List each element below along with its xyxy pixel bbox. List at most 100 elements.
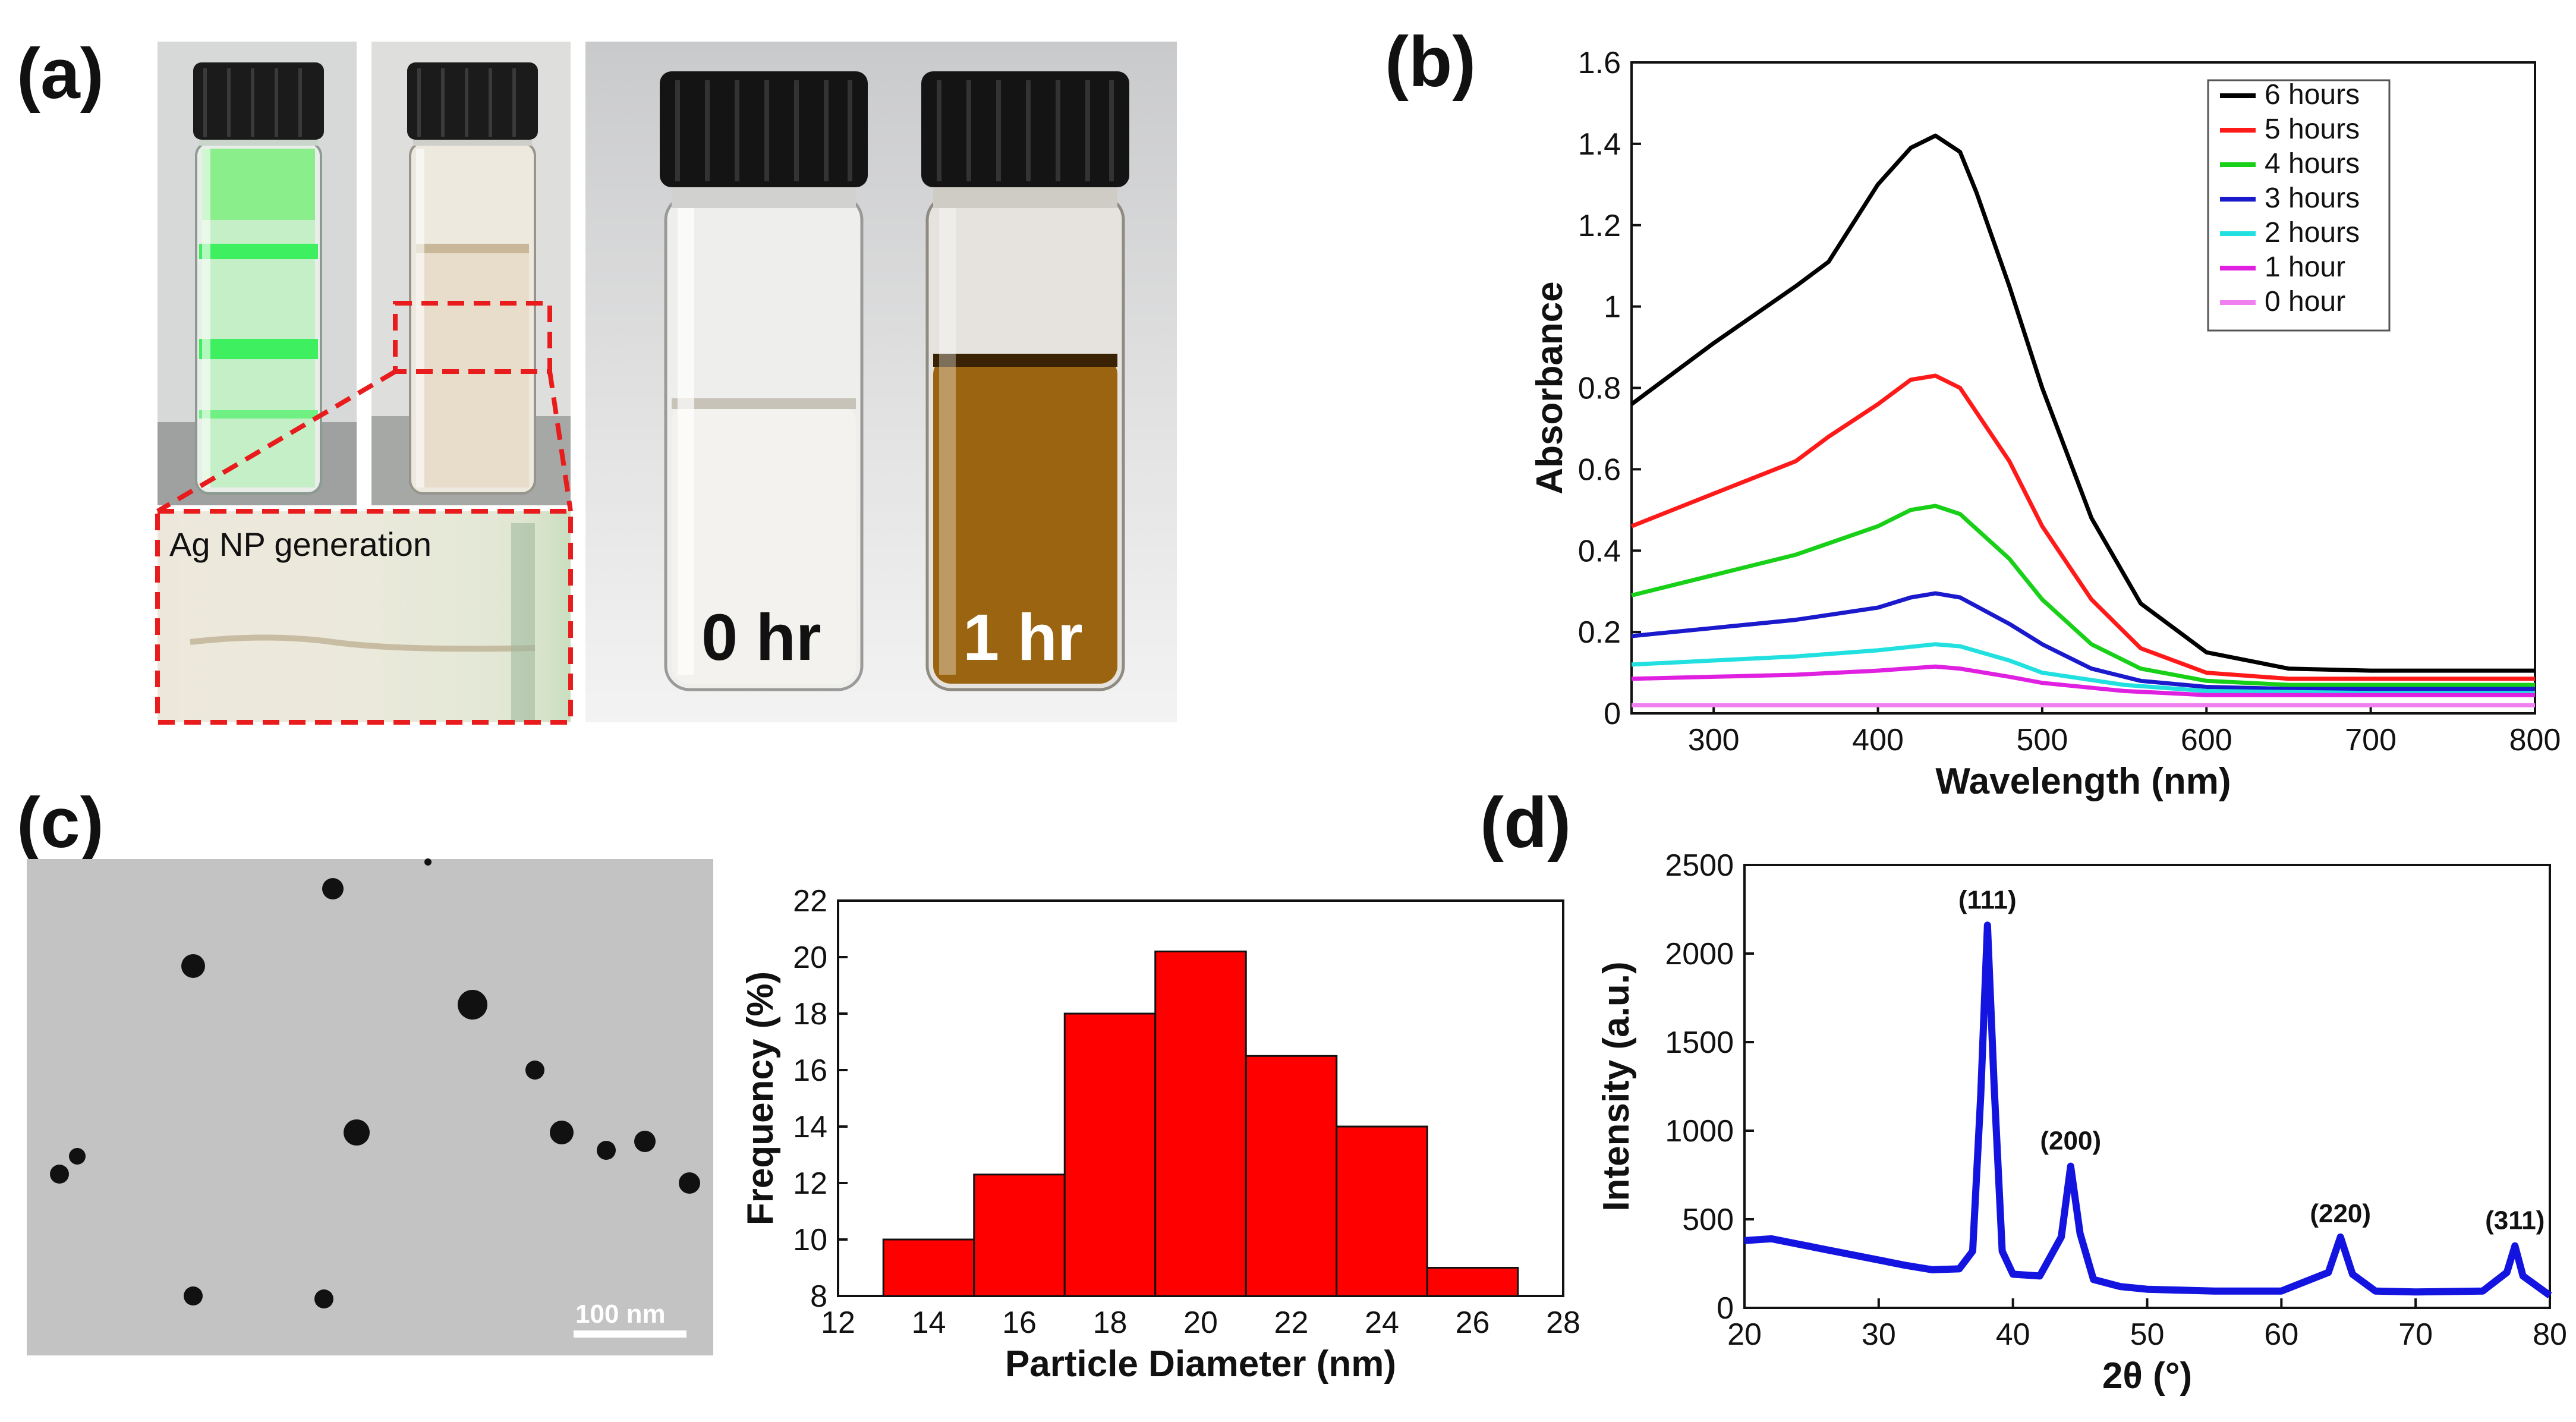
- panel-c: (c) 100 nm 12 14 16 18 20 22 24 26 28 8 10 12 14 16 18…: [17, 783, 1580, 1385]
- chart-c-y-tick-label: 20: [793, 940, 827, 975]
- chart-d-x-tick-label: 50: [2130, 1317, 2165, 1352]
- chart-c-x-tick-label: 24: [1365, 1305, 1399, 1340]
- nanoparticle: [50, 1165, 69, 1184]
- chart-b-x-tick-label: 700: [2345, 723, 2397, 757]
- series-line-6-hours: [1630, 133, 2535, 673]
- chart-b-y-tick-label: 1.6: [1578, 46, 1621, 80]
- chart-b: 300 400 500 600 700 800 0 0.2 0.4 0.6 0.8 1 1.2 1.4 1.…: [1529, 46, 2561, 802]
- chart-b-x-tick-label: 300: [1688, 723, 1740, 757]
- scale-bar-label: 100 nm: [575, 1300, 666, 1329]
- chart-c-y-tick-label: 16: [793, 1053, 827, 1088]
- chart-b-x-tick-label: 500: [2017, 723, 2068, 757]
- chart-c-x-tick-label: 14: [912, 1305, 946, 1340]
- chart-d-x-tick-label: 80: [2533, 1317, 2567, 1352]
- tem-image: 100 nm: [27, 858, 713, 1355]
- nanoparticle: [424, 858, 432, 866]
- nanoparticle: [634, 1131, 656, 1152]
- legend-item-label: 1 hour: [2265, 251, 2345, 283]
- chart-c-x-tick-label: 18: [1093, 1305, 1128, 1340]
- nanoparticle: [69, 1148, 86, 1165]
- panel-c-label: (c): [17, 783, 104, 863]
- chart-d-x-axis-title: 2θ (°): [2102, 1355, 2192, 1396]
- histogram-bar: [882, 1238, 975, 1297]
- nanoparticle: [458, 990, 487, 1020]
- legend-box: [2207, 79, 2391, 332]
- xrd-pattern-line: [1744, 921, 2552, 1298]
- chart-b-y-tick-label: 1.4: [1578, 127, 1621, 162]
- zoom-region-box: [393, 301, 552, 374]
- chart-b-y-axis-title: Absorbance: [1529, 281, 1570, 494]
- nanoparticle: [184, 1286, 203, 1305]
- chart-c-y-tick-label: 8: [810, 1279, 827, 1314]
- panel-b-label: (b): [1385, 22, 1476, 102]
- nanoparticle: [322, 878, 344, 899]
- chart-b-y-tick-label: 0.8: [1578, 372, 1621, 406]
- peak-label: (200): [2040, 1127, 2101, 1156]
- panel-d-label: (d): [1480, 783, 1571, 863]
- peak-label: (111): [1958, 885, 2017, 914]
- chart-b-x-tick-label: 400: [1852, 723, 1904, 757]
- nanoparticle: [181, 954, 205, 978]
- series-line-4-hours: [1631, 504, 2535, 687]
- histogram-bar: [1245, 1055, 1338, 1297]
- legend-item-label: 0 hour: [2265, 286, 2345, 317]
- legend-item-label: 2 hours: [2265, 217, 2360, 248]
- chart-c-x-tick-label: 12: [821, 1305, 855, 1340]
- series-line-1-hour: [1631, 664, 2535, 697]
- legend-item-label: 5 hours: [2265, 114, 2360, 145]
- photo-vial-green-laser: [158, 42, 357, 505]
- chart-b-y-tick-label: 1: [1604, 290, 1621, 325]
- chart-d-y-tick-label: 1000: [1665, 1114, 1734, 1149]
- chart-c-y-tick-label: 22: [793, 884, 827, 918]
- chart-c-y-tick-label: 12: [793, 1166, 827, 1201]
- nanoparticle: [550, 1121, 574, 1144]
- peak-label: (311): [2485, 1206, 2544, 1235]
- chart-c-x-tick-label: 16: [1002, 1305, 1037, 1340]
- peak-label: (220): [2310, 1199, 2371, 1228]
- chart-d-y-tick-label: 2500: [1665, 848, 1734, 883]
- chart-c-y-tick-label: 14: [793, 1110, 827, 1144]
- chart-b-y-tick-label: 0.6: [1578, 452, 1621, 487]
- chart-d-y-tick-label: 1500: [1665, 1025, 1734, 1060]
- inset-caption: Ag NP generation: [169, 526, 432, 563]
- histogram-bar: [1336, 1125, 1428, 1297]
- nanoparticle: [679, 1172, 700, 1194]
- chart-d: 20 30 40 50 60 70 80 0 500 1000 1500 2000 2500 2θ (°)…: [1596, 848, 2567, 1396]
- photo-vials-comparison: 0 hr 1 hr: [585, 42, 1177, 722]
- histogram-bar: [973, 1174, 1066, 1297]
- nanoparticle: [525, 1061, 544, 1080]
- chart-c-y-tick-label: 18: [793, 997, 827, 1031]
- vial-label-0hr: 0 hr: [701, 601, 821, 674]
- chart-d-x-tick-label: 70: [2398, 1317, 2433, 1352]
- histogram-bar: [1426, 1267, 1519, 1297]
- chart-c-y-axis-title: Frequency (%): [740, 971, 781, 1225]
- nanoparticle: [597, 1141, 616, 1160]
- chart-c-y-tick-label: 10: [793, 1223, 827, 1257]
- nanoparticle: [344, 1119, 370, 1146]
- chart-c-x-tick-label: 26: [1456, 1305, 1490, 1340]
- chart-d-x-tick-label: 30: [1862, 1317, 1896, 1352]
- chart-d-y-axis-title: Intensity (a.u.): [1596, 961, 1637, 1211]
- chart-d-y-tick-label: 0: [1717, 1291, 1734, 1326]
- chart-b-y-tick-label: 0: [1604, 697, 1621, 731]
- chart-d-plot-frame: [1743, 864, 2551, 1309]
- panel-b: (b) 300 400 500 600 700 800 0 0.2 0.4 0.6 0.8 1 1.2 1…: [1385, 22, 2561, 802]
- histogram-bar: [1063, 1012, 1157, 1297]
- panel-a-label: (a): [17, 34, 104, 114]
- chart-c-x-tick-label: 28: [1546, 1305, 1580, 1340]
- chart-d-x-tick-label: 40: [1996, 1317, 2030, 1352]
- nanoparticle: [314, 1289, 333, 1308]
- chart-d-y-tick-label: 500: [1682, 1203, 1734, 1237]
- vial-label-1hr: 1 hr: [963, 601, 1083, 674]
- legend-item-label: 4 hours: [2265, 148, 2360, 180]
- chart-c-x-tick-label: 20: [1183, 1305, 1218, 1340]
- chart-d-x-tick-label: 60: [2264, 1317, 2298, 1352]
- legend-item-label: 6 hours: [2265, 79, 2360, 111]
- series-line-3-hours: [1631, 591, 2535, 691]
- chart-b-x-tick-label: 600: [2181, 723, 2232, 757]
- chart-d-y-tick-label: 2000: [1665, 937, 1734, 971]
- chart-c: 12 14 16 18 20 22 24 26 28 8 10 12 14 16 18 20 22 Particl…: [740, 884, 1580, 1385]
- chart-b-y-tick-label: 0.2: [1578, 615, 1621, 650]
- photo-vial-zoom-source: [371, 42, 571, 505]
